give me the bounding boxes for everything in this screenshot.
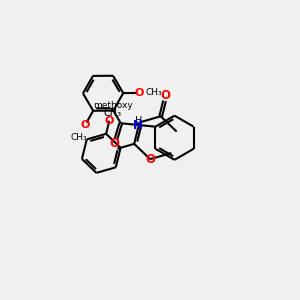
Text: CH₃: CH₃ [145, 88, 162, 97]
Text: H: H [135, 116, 142, 126]
Text: O: O [110, 137, 120, 150]
Text: methoxy: methoxy [93, 101, 133, 110]
Text: CH₃: CH₃ [103, 107, 121, 118]
Text: O: O [134, 88, 144, 98]
Text: O: O [145, 153, 155, 166]
Text: O: O [105, 116, 114, 126]
Text: N: N [133, 119, 143, 132]
Text: O: O [161, 89, 171, 102]
Text: CH₃: CH₃ [70, 133, 87, 142]
Text: O: O [81, 120, 90, 130]
